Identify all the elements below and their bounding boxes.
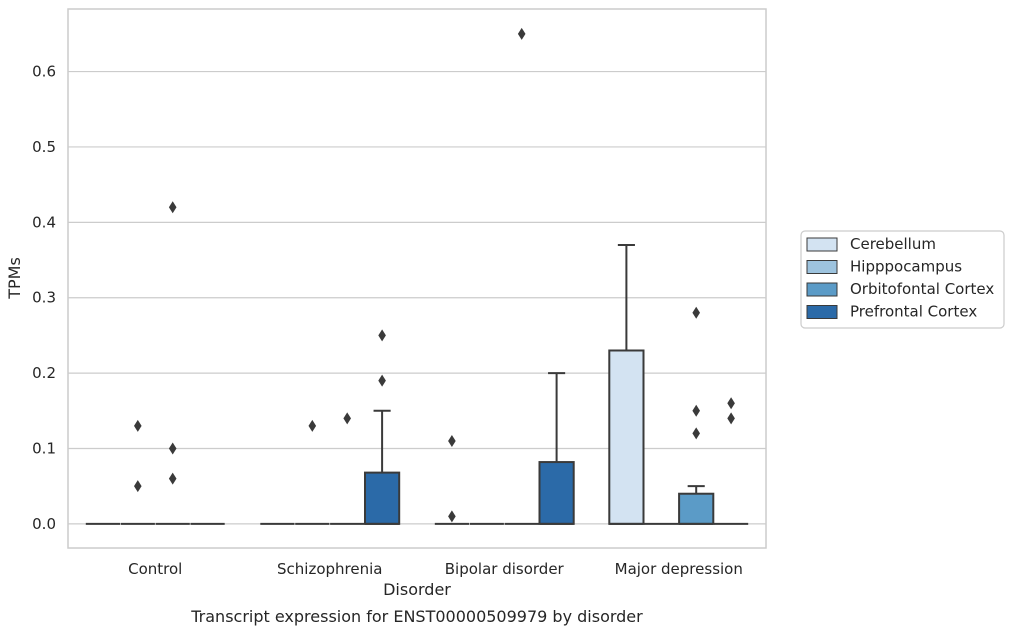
outlier-point [378, 329, 386, 342]
outlier-point [727, 397, 735, 410]
x-tick-label: Major depression [615, 560, 743, 578]
legend-label: Orbitofontal Cortex [850, 280, 994, 298]
y-tick-label: 0.3 [32, 289, 56, 307]
outlier-point [448, 510, 456, 523]
outlier-point [168, 472, 177, 485]
y-tick-label: 0.1 [32, 439, 56, 457]
outlier-point [692, 306, 700, 319]
box-3-2 [538, 372, 575, 525]
outlier-point [727, 412, 735, 425]
box-3-3 [713, 397, 749, 525]
box-2-3 [678, 306, 715, 525]
x-tick-label: Control [128, 560, 182, 578]
box-body [678, 492, 715, 525]
legend: Cerebellum Hipppocampus Orbitofontal Corte… [800, 230, 1005, 329]
box-1-1 [295, 419, 330, 525]
box-3-1 [363, 329, 401, 525]
box-2-1 [330, 412, 365, 525]
outlier-point [343, 412, 351, 425]
legend-swatch [806, 282, 838, 297]
legend-frame [800, 230, 1005, 329]
grid [68, 70, 766, 525]
outlier-point [134, 480, 142, 493]
box-1-0 [120, 419, 155, 525]
y-axis-label: TPMs [5, 257, 24, 300]
y-tick-label: 0.2 [32, 364, 56, 382]
box-0-2 [434, 434, 470, 525]
legend-swatch [806, 260, 838, 274]
box-body [538, 461, 575, 525]
outlier-point [448, 434, 456, 447]
legend-label: Hipppocampus [850, 258, 962, 276]
x-tick-label: Bipolar disorder [445, 560, 565, 578]
box-0-3 [608, 243, 645, 525]
outlier-point [134, 419, 142, 432]
box-body [608, 349, 645, 525]
y-tick-label: 0.0 [32, 515, 56, 533]
outlier-point [168, 442, 177, 455]
plot-frame [67, 8, 767, 549]
outlier-point [168, 201, 177, 214]
x-tick-label: Schizophrenia [277, 560, 382, 578]
chart-caption: Transcript expression for ENST0000050997… [190, 607, 643, 626]
legend-label: Prefrontal Cortex [850, 303, 977, 321]
legend-swatch [806, 305, 838, 319]
x-axis-label: Disorder [383, 580, 451, 599]
y-tick-label: 0.4 [32, 213, 56, 231]
outlier-point [692, 427, 700, 440]
boxes-layer [85, 27, 749, 525]
outlier-point [692, 404, 700, 417]
y-axis: 0.0 0.1 0.2 0.3 0.4 0.5 0.6 [32, 63, 56, 533]
outlier-point [378, 374, 386, 387]
box-2-2 [504, 27, 539, 525]
y-tick-label: 0.6 [32, 63, 56, 81]
x-axis: Control Schizophrenia Bipolar disorder Majo… [128, 560, 743, 578]
legend-label: Cerebellum [850, 235, 936, 253]
outlier-point [517, 27, 526, 40]
outlier-point [308, 419, 317, 432]
box-body [363, 471, 401, 525]
y-tick-label: 0.5 [32, 138, 56, 156]
legend-swatch [806, 237, 838, 252]
box-2-0 [155, 201, 190, 525]
